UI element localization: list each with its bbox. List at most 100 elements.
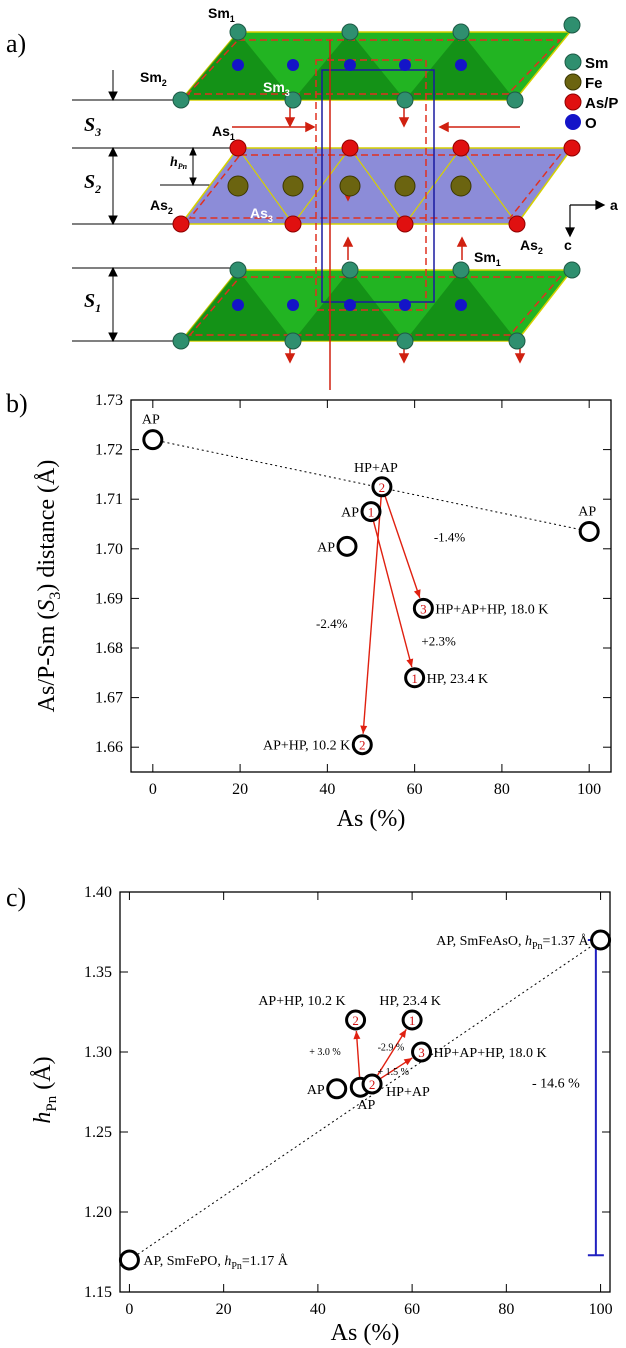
data-point-marker — [404, 667, 426, 689]
x-tick-label: 80 — [494, 781, 510, 798]
y-tick-label: 1.20 — [84, 1204, 112, 1221]
atom-labels: Sm1 Sm2 Sm3 As1 As2 As3 As2 Sm1 — [140, 5, 543, 268]
transition-arrow-head — [353, 1030, 361, 1040]
data-point-number: 2 — [359, 738, 366, 753]
as1-label: As1 — [212, 123, 235, 142]
range-bar-c: - 14.6 % — [532, 939, 604, 1257]
data-point-marker — [142, 429, 164, 451]
panel-a-label: a) — [6, 29, 26, 58]
transition-arrow — [355, 1030, 361, 1082]
data-points-c: 2 2 1 3 — [118, 929, 612, 1271]
x-axis-title-b: As (%) — [337, 806, 406, 832]
panel-b-label: b) — [6, 389, 28, 418]
crystal-structure-panel: a) — [6, 5, 618, 390]
y-tick-label: 1.69 — [95, 590, 123, 607]
spacing-dimension-arrows — [108, 70, 197, 343]
data-point-label: AP, SmFeAsO, hPn=1.37 Å — [436, 933, 589, 952]
y-tick-label: 1.30 — [84, 1044, 112, 1061]
data-point-label: AP — [142, 413, 160, 428]
data-point-label: HP+AP+HP, 18.0 K — [434, 1046, 547, 1061]
data-point-number: 1 — [368, 505, 375, 520]
change-labels-b: -1.4% +2.3% -2.4% — [316, 529, 465, 648]
transition-arrow — [374, 1028, 407, 1080]
data-point-number: 3 — [418, 1045, 425, 1060]
sm1-bottom-label: Sm1 — [474, 249, 501, 268]
data-point-number: 2 — [369, 1077, 376, 1092]
change-label: -2.4% — [316, 616, 348, 631]
y-tick-label: 1.15 — [84, 1284, 112, 1301]
change-label: -2.9 % — [378, 1042, 405, 1053]
data-point-label: AP — [341, 506, 359, 521]
x-tick-label: 100 — [589, 1301, 613, 1318]
y-tick-label: 1.35 — [84, 964, 112, 981]
transition-arrow — [383, 492, 421, 599]
data-point-number: 2 — [379, 480, 386, 495]
legend-sm: Sm — [585, 55, 608, 72]
as2-right-label: As2 — [520, 237, 543, 256]
y-tick-label: 1.66 — [95, 739, 123, 756]
panel-c-chart: c) 1.15 1.20 1.25 1.30 1.35 1.40 0 20 40 60 80 100… — [6, 883, 613, 1346]
x-axis-title-c: As (%) — [331, 1320, 400, 1346]
data-point-marker — [118, 1249, 140, 1271]
sm2-label: Sm2 — [140, 69, 167, 88]
point-labels-c: AP, SmFePO, hPn=1.17 Å AP, SmFeAsO, hPn=1… — [143, 933, 589, 1272]
sm1-top-label: Sm1 — [208, 5, 235, 24]
s1-label: S1 — [84, 290, 101, 315]
data-point-label: AP+HP, 10.2 K — [263, 739, 350, 754]
data-point-label: HP+AP+HP, 18.0 K — [435, 602, 548, 617]
x-tick-label: 0 — [149, 781, 157, 798]
legend-o: O — [585, 115, 597, 132]
data-point-marker — [336, 535, 358, 557]
change-label: + 3.0 % — [309, 1047, 340, 1058]
as-p-atoms — [172, 139, 581, 233]
data-point-marker — [360, 501, 382, 523]
o-atoms — [232, 59, 467, 311]
change-label: + 1.5 % — [378, 1067, 409, 1078]
range-bar-label: - 14.6 % — [532, 1077, 580, 1092]
y-tick-label: 1.25 — [84, 1124, 112, 1141]
arrows-c — [353, 1028, 413, 1082]
x-tick-label: 60 — [407, 781, 423, 798]
transition-arrow — [362, 492, 383, 734]
panel-b-chart: b) 1.66 1.67 1.68 1.69 1.70 1.71 1.72 1.73 0 20 4… — [6, 389, 612, 832]
data-point-label: HP+AP — [354, 461, 398, 476]
data-point-marker — [326, 1078, 348, 1100]
x-tick-label: 20 — [216, 1301, 232, 1318]
x-tick-label: 0 — [125, 1301, 133, 1318]
data-point-marker — [590, 929, 612, 951]
data-point-marker — [351, 734, 373, 756]
y-axis-title-c: hPn (Å) — [30, 1056, 60, 1123]
trend-line — [152, 439, 590, 532]
data-point-marker — [371, 476, 393, 498]
axis-c-label: c — [564, 237, 572, 253]
y-tick-label: 1.70 — [95, 541, 123, 558]
trend-line-b — [152, 439, 590, 532]
transition-arrow-head — [399, 1029, 407, 1038]
legend-as-p: As/P — [585, 95, 618, 112]
y-tick-label: 1.40 — [84, 884, 112, 901]
point-labels-b: AP AP AP AP HP+AP AP+HP, 10.2 K HP, 23.4 K HP+A… — [142, 413, 596, 754]
hpn-label: hPn — [170, 155, 188, 171]
data-point-marker — [412, 597, 434, 619]
transition-arrow-head — [403, 1057, 413, 1066]
fe-atoms — [227, 175, 472, 197]
x-ticks-b: 0 20 40 60 80 100 — [149, 400, 601, 798]
transition-arrow-head — [406, 658, 414, 668]
y-axis-title-b: As/P-Sm (S3) distance (Å) — [34, 460, 64, 713]
x-tick-label: 100 — [577, 781, 601, 798]
y-ticks-c: 1.15 1.20 1.25 1.30 1.35 1.40 — [84, 884, 610, 1301]
arrows-b — [360, 492, 421, 734]
data-point-label: AP — [307, 1083, 325, 1098]
x-ticks-c: 0 20 40 60 80 100 — [125, 892, 613, 1318]
y-tick-label: 1.67 — [95, 690, 123, 707]
change-label: -1.4% — [434, 529, 466, 544]
data-point-label: AP — [357, 1098, 375, 1113]
x-tick-label: 40 — [319, 781, 335, 798]
transition-arrow-head — [413, 589, 421, 598]
axis-a-label: a — [610, 197, 618, 213]
transition-arrow-head — [360, 725, 368, 734]
s2-label: S2 — [84, 171, 101, 196]
data-point-label: AP — [578, 504, 596, 519]
data-point-label: HP, 23.4 K — [379, 994, 440, 1009]
y-tick-label: 1.71 — [95, 491, 123, 508]
